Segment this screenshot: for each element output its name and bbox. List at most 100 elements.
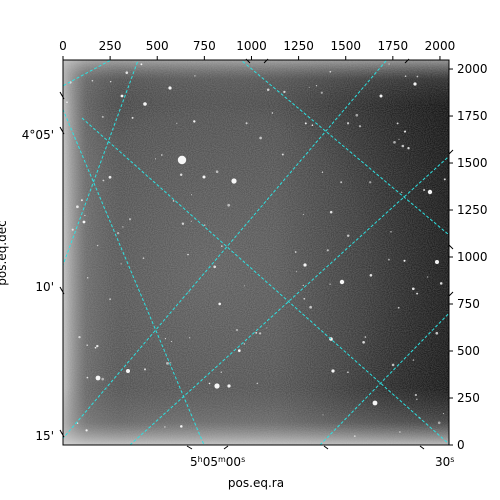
dec-tick-label: 4°05'	[22, 128, 54, 142]
star	[379, 94, 383, 98]
star	[154, 158, 157, 160]
star	[227, 203, 231, 207]
star	[372, 400, 378, 406]
star	[143, 102, 147, 106]
star	[331, 369, 335, 373]
star	[80, 199, 83, 202]
star	[140, 63, 143, 66]
star	[218, 302, 221, 306]
world-tick-mark	[323, 445, 329, 450]
world-tick-mark	[59, 91, 65, 100]
star	[181, 222, 185, 225]
star	[259, 136, 262, 140]
star	[170, 341, 172, 343]
star	[404, 75, 407, 78]
y-tick-label: 1000	[457, 250, 488, 264]
star	[398, 138, 400, 140]
star	[355, 113, 359, 117]
star	[423, 188, 426, 192]
star	[283, 90, 286, 94]
star	[322, 414, 324, 416]
star	[399, 431, 401, 433]
star	[235, 328, 239, 332]
star	[188, 291, 190, 293]
star	[400, 191, 403, 194]
x-tick-label: 1000	[236, 39, 267, 53]
star	[91, 79, 94, 82]
star	[358, 125, 362, 128]
star	[281, 153, 284, 156]
star	[329, 283, 331, 285]
star	[84, 214, 86, 216]
star	[347, 371, 349, 374]
star	[101, 377, 105, 381]
star	[86, 376, 89, 379]
star	[390, 230, 392, 233]
star	[213, 265, 217, 269]
star	[266, 327, 268, 329]
world-tick-mark	[404, 58, 410, 64]
star	[295, 271, 298, 273]
world-tick-mark	[186, 445, 193, 450]
star	[302, 284, 304, 287]
star	[309, 305, 312, 309]
star	[95, 375, 101, 381]
ra-tick-label: 30s	[435, 455, 454, 469]
star	[245, 122, 248, 125]
grid-line	[129, 155, 449, 445]
world-tick-mark	[59, 286, 65, 295]
star	[176, 122, 178, 124]
x-tick-label: 1250	[283, 39, 314, 53]
x-axis-title: pos.eq.ra	[228, 476, 284, 490]
star	[187, 253, 189, 256]
grid-line	[63, 60, 388, 440]
star	[108, 175, 112, 179]
y-tick-label: 500	[457, 344, 480, 358]
star	[227, 384, 231, 388]
star	[202, 175, 206, 179]
star	[303, 297, 306, 300]
star	[435, 260, 439, 264]
world-tick-mark	[223, 445, 229, 450]
star	[120, 94, 124, 98]
world-tick-mark	[59, 429, 65, 438]
star	[142, 257, 145, 259]
grid-line	[63, 108, 205, 445]
star	[326, 249, 329, 252]
star	[190, 194, 193, 196]
x-tick-label: 750	[193, 39, 216, 53]
star	[271, 112, 274, 114]
star	[214, 383, 220, 389]
star	[71, 228, 74, 231]
star	[407, 147, 410, 150]
star	[391, 363, 395, 367]
star	[120, 263, 122, 265]
world-tick-mark	[448, 291, 454, 297]
ra-tick-label: 5h05m00s	[190, 455, 245, 469]
y-tick-label: 1250	[457, 203, 488, 217]
star	[128, 218, 132, 221]
star	[315, 85, 318, 87]
star	[416, 292, 419, 295]
y-tick-label: 750	[457, 297, 480, 311]
star	[340, 181, 343, 184]
world-tick-mark	[245, 58, 251, 64]
star	[116, 231, 120, 235]
star	[193, 120, 196, 123]
y-tick-label: 2000	[457, 62, 488, 76]
x-tick-label: 500	[146, 39, 169, 53]
world-axis-ticks	[59, 58, 454, 450]
star	[190, 220, 192, 222]
star	[125, 71, 129, 75]
star	[203, 224, 206, 226]
star	[194, 75, 196, 77]
star	[387, 258, 390, 261]
dec-tick-label: 15'	[35, 429, 54, 443]
star	[221, 245, 223, 247]
star	[166, 362, 169, 365]
right-pixel-axis: 0 250 500 750 1000 1250 1500 1750 2000	[449, 62, 488, 452]
y-tick-label: 0	[457, 438, 465, 452]
star	[439, 282, 443, 285]
star	[308, 86, 310, 88]
star	[403, 259, 406, 262]
